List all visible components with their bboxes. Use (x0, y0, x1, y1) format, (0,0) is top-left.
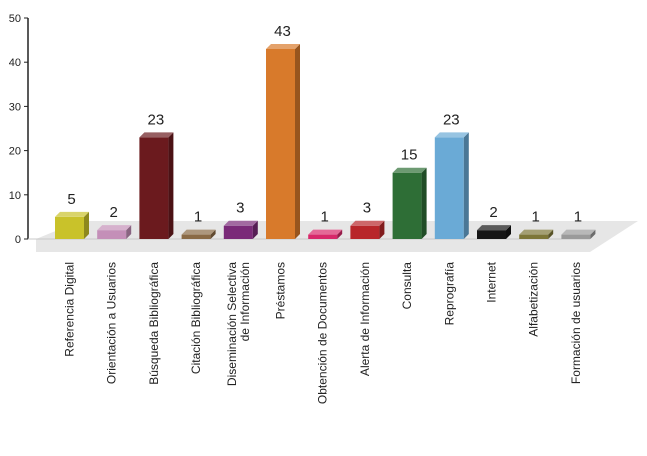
bar (181, 234, 211, 239)
bar-side (463, 132, 469, 239)
bar-side (168, 132, 174, 239)
bar-value-label: 23 (148, 111, 165, 128)
bar-top (139, 132, 174, 138)
bar-value-label: 23 (443, 111, 460, 128)
bar-value-label: 1 (532, 209, 540, 226)
bar-top (519, 229, 554, 235)
bar (97, 230, 127, 239)
bar (561, 234, 591, 239)
bar-top (561, 229, 596, 235)
bar (139, 137, 169, 239)
bar (434, 137, 464, 239)
x-category-label: Diseminación Selectivade Información (225, 262, 252, 386)
bar-side (506, 225, 511, 239)
x-category-label: Internet (485, 261, 499, 302)
bar (477, 230, 506, 239)
bar-side (295, 43, 300, 239)
bar (55, 216, 84, 239)
y-tick-label: 0 (15, 234, 21, 246)
bar-value-label: 15 (401, 147, 418, 164)
x-category-label: Orientación a Usuarios (105, 262, 119, 384)
x-category-label: Préstamos (274, 262, 288, 319)
bar-top (308, 229, 343, 235)
bar-top (55, 211, 89, 217)
bar-value-label: 2 (110, 204, 118, 221)
bar-side (337, 229, 343, 239)
bar-value-label: 5 (67, 191, 75, 208)
bar-side (421, 167, 427, 239)
bar-value-label: 43 (274, 23, 291, 40)
bar-value-label: 1 (194, 209, 202, 226)
x-category-label: Citación Bibliográfica (189, 262, 203, 374)
bar-value-label: 1 (574, 209, 582, 226)
x-category-label: Formación de usuarios (569, 262, 583, 384)
bar-side (252, 220, 258, 239)
bar-side (84, 211, 89, 239)
bar-side (210, 229, 216, 239)
bar-side (548, 229, 554, 239)
y-tick-label: 40 (9, 57, 21, 69)
bar-side (590, 229, 596, 239)
x-category-label: Alerta de Información (358, 262, 372, 376)
y-tick-label: 50 (9, 13, 21, 25)
bar-top (477, 225, 511, 231)
bar-value-label: 3 (363, 200, 371, 217)
bar (350, 225, 380, 239)
x-category-label: Consulta (400, 262, 414, 310)
x-category-label: Obtención de Documentos (316, 262, 330, 404)
bar-side (379, 220, 385, 239)
bar-top (350, 220, 385, 226)
bar-side (126, 225, 132, 239)
x-category-label: Referencia Digital (63, 262, 77, 357)
bar (392, 172, 422, 239)
bar (223, 225, 253, 239)
y-tick-label: 20 (9, 146, 21, 158)
x-category-label: Búsqueda Bibliográfica (147, 262, 161, 385)
bar-top (223, 220, 258, 226)
bar-top (97, 225, 132, 231)
bar-value-label: 1 (321, 209, 329, 226)
bar-top (434, 132, 469, 138)
bar (266, 48, 295, 239)
bar-value-label: 2 (489, 204, 497, 221)
x-category-label: Alfabetización (527, 262, 541, 337)
bar-top (392, 167, 427, 173)
bar (308, 234, 338, 239)
bar-value-label: 3 (236, 200, 244, 217)
y-tick-label: 10 (9, 190, 21, 202)
bar-top (266, 43, 300, 49)
bar-top (181, 229, 216, 235)
x-category-label: Reprografía (442, 262, 456, 326)
y-tick-label: 30 (9, 101, 21, 113)
bar (519, 234, 549, 239)
